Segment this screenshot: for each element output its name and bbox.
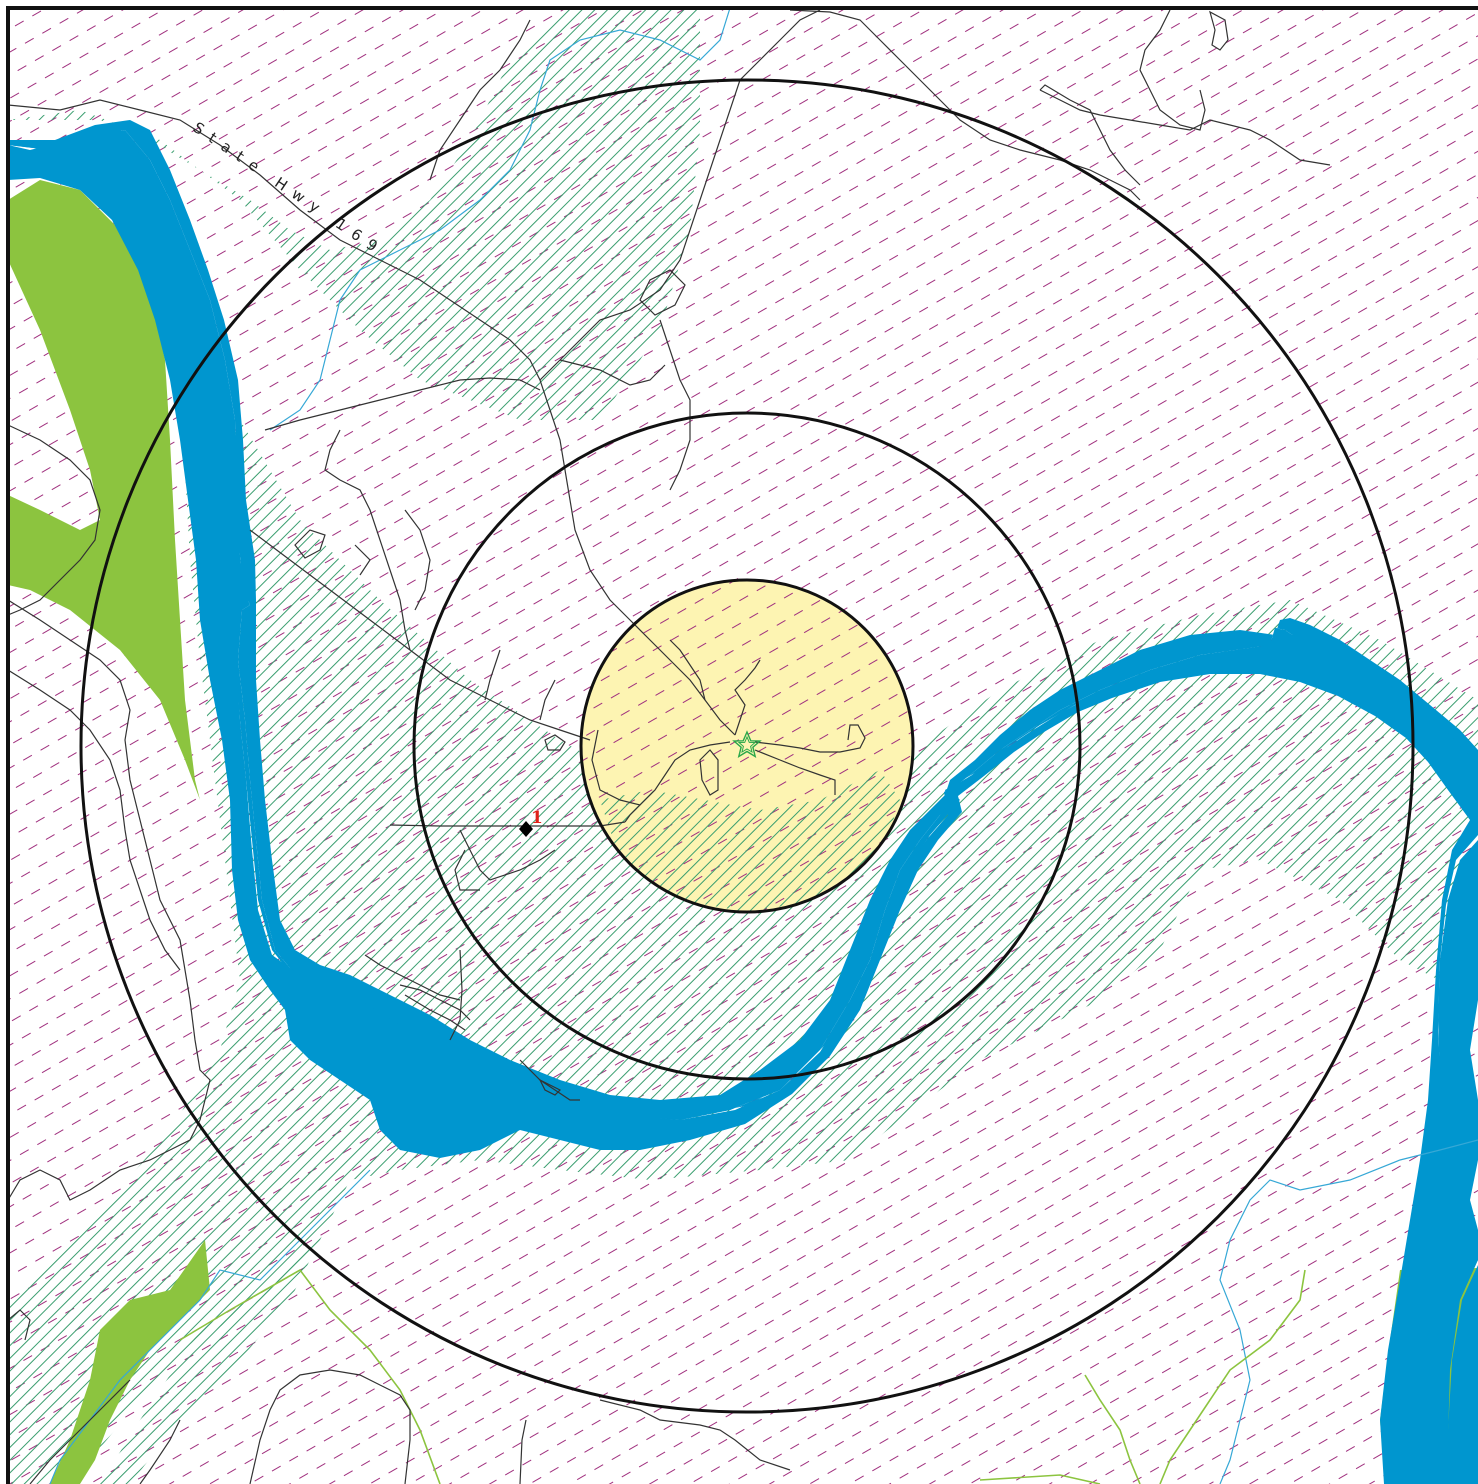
road-sw-c <box>364 954 461 1001</box>
road-loop-north <box>639 269 686 316</box>
buffer-rings <box>79 78 1415 1414</box>
road-west-c <box>249 529 591 741</box>
stream-south <box>49 1169 371 1484</box>
road-west-d <box>404 509 431 611</box>
star-icon[interactable] <box>732 730 762 758</box>
road-center-b <box>624 804 641 823</box>
wetland-hatch-central-west <box>8 380 1478 1484</box>
map-frame <box>6 6 1478 1484</box>
site-marker-1[interactable]: 1 <box>519 808 543 837</box>
road-center-loop <box>699 749 719 796</box>
road-west-loop <box>294 529 326 559</box>
road-center-a <box>591 729 731 806</box>
wetland-fill-west <box>8 180 200 800</box>
wetland-hatch-northwest <box>8 8 700 420</box>
wetland-hatch-south <box>100 1240 320 1484</box>
road-south-b <box>519 1419 527 1484</box>
road-center-c <box>734 659 761 736</box>
wetland-hatch-layer <box>8 8 1478 1484</box>
road-sw-d <box>399 984 471 1021</box>
stream-southeast <box>1219 1139 1478 1484</box>
road-west-g <box>539 679 556 721</box>
road-west-f <box>484 649 501 701</box>
trail-southeast <box>1159 1269 1306 1484</box>
road-far-west-c <box>8 669 181 971</box>
trail-southwest <box>179 1268 441 1484</box>
road-north-b <box>539 9 821 381</box>
buffer-ring-middle <box>412 411 1082 1081</box>
trail-bottom <box>979 1474 1101 1484</box>
road-ne-loop <box>1209 10 1229 51</box>
road-south-c <box>599 1399 791 1471</box>
road-far-west-d <box>8 1119 201 1201</box>
road-far-west-e <box>8 1309 31 1341</box>
site-label-1: 1 <box>531 808 543 828</box>
road-sw-g <box>519 1059 580 1101</box>
road-sw-loop <box>538 1078 562 1096</box>
road-south-e <box>29 1379 131 1484</box>
road-layer <box>8 9 1331 1484</box>
road-ne-c <box>1139 9 1206 131</box>
wetland-fill-southwest <box>50 1240 210 1484</box>
road-loop-center-west <box>544 734 566 751</box>
road-center-f <box>669 639 706 701</box>
road-far-west-a <box>8 424 101 616</box>
road-center-d <box>754 724 866 753</box>
road-west-a <box>264 377 541 431</box>
road-west-e <box>354 544 371 576</box>
road-center-e <box>754 749 836 795</box>
road-ne-a <box>789 9 1141 201</box>
road-north-d <box>559 359 666 386</box>
road-north-c <box>659 319 691 491</box>
buffer-ring-outer <box>79 78 1415 1414</box>
road-ne-d <box>1039 84 1141 186</box>
road-sw-f <box>449 949 463 1041</box>
road-north-a <box>429 19 531 181</box>
road-far-west-b <box>8 599 211 1121</box>
stream-north <box>269 8 731 431</box>
road-south-a <box>249 1369 411 1484</box>
buffer-ring-inner <box>579 578 915 914</box>
diamond-icon <box>519 821 533 837</box>
center-zone-wetland-hatch <box>600 770 900 912</box>
stream-layer <box>49 8 1478 1484</box>
state-hwy-169-road <box>8 99 736 736</box>
road-ne-b <box>1039 89 1331 166</box>
road-sw-a <box>459 829 556 881</box>
river-layer <box>8 120 1478 1484</box>
trail-layer <box>179 1268 1306 1484</box>
road-south-d <box>139 1419 181 1484</box>
road-west-b <box>324 429 411 651</box>
river-west-channel <box>8 130 1478 1484</box>
road-sw-b <box>454 849 480 891</box>
trail-south-branch <box>1084 1374 1141 1484</box>
